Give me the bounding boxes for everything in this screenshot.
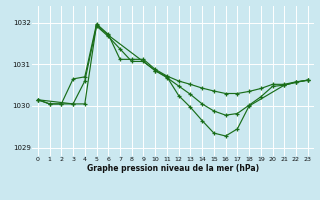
X-axis label: Graphe pression niveau de la mer (hPa): Graphe pression niveau de la mer (hPa) [87,164,259,173]
